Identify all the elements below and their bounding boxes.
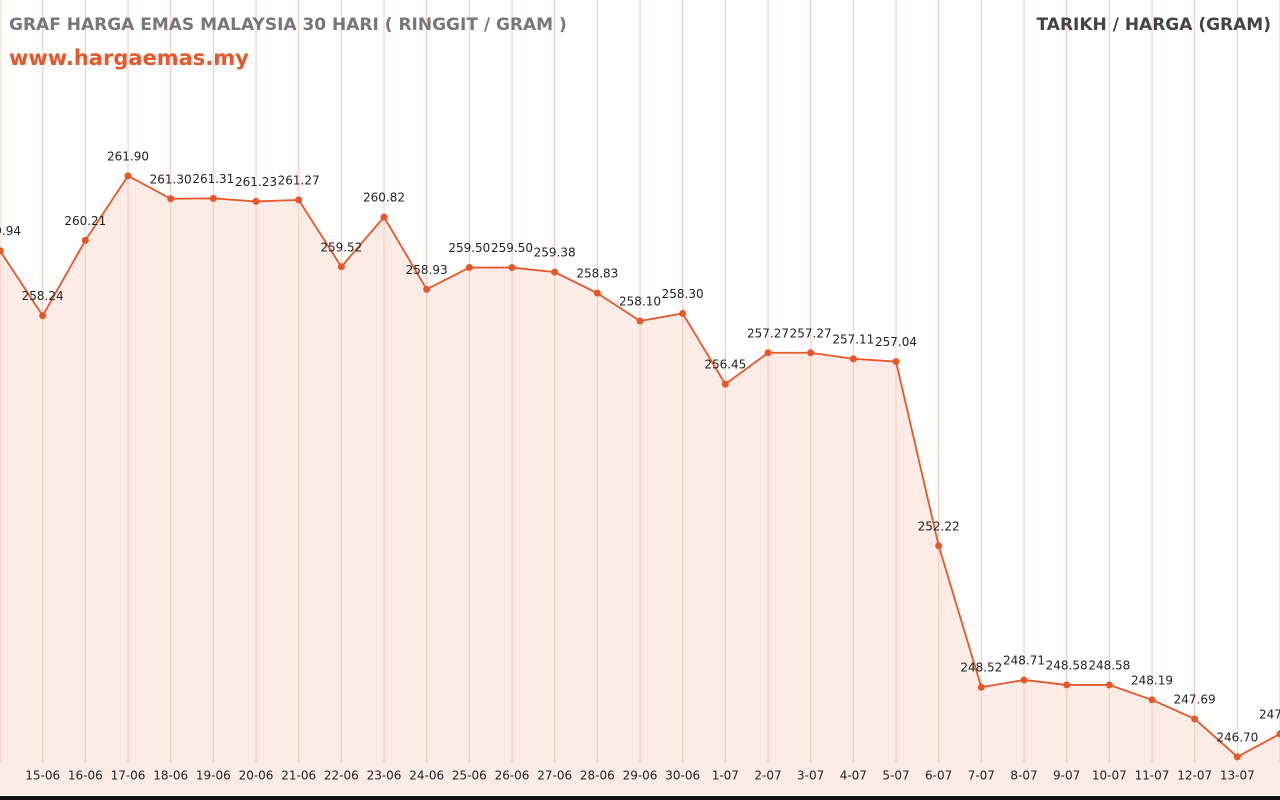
point bbox=[764, 349, 772, 357]
point bbox=[81, 236, 89, 244]
point bbox=[1233, 753, 1241, 761]
point bbox=[935, 542, 943, 550]
x-tick-label: 1-07 bbox=[712, 769, 739, 783]
x-tick-label: 8-07 bbox=[1010, 769, 1037, 783]
value-label: 248.19 bbox=[1131, 673, 1173, 687]
point bbox=[337, 263, 345, 271]
point bbox=[423, 285, 431, 293]
value-label: 248.71 bbox=[1003, 653, 1045, 667]
chart-title: GRAF HARGA EMAS MALAYSIA 30 HARI ( RINGG… bbox=[9, 15, 567, 35]
value-label: 258.24 bbox=[22, 289, 64, 303]
x-tick-label: 18-06 bbox=[153, 769, 188, 783]
point bbox=[1020, 676, 1028, 684]
point bbox=[593, 289, 601, 297]
x-tick-label: 26-06 bbox=[495, 769, 530, 783]
x-tick-label: 15-06 bbox=[25, 769, 60, 783]
value-label: 261.23 bbox=[235, 175, 277, 189]
legend-label: TARIKH / HARGA (GRAM) bbox=[1037, 15, 1271, 35]
point bbox=[1105, 681, 1113, 689]
point bbox=[1148, 696, 1156, 704]
value-label: 259.38 bbox=[534, 246, 576, 260]
x-tick-label: 13-07 bbox=[1220, 769, 1255, 783]
x-tick-label: 28-06 bbox=[580, 769, 615, 783]
x-tick-label: 21-06 bbox=[281, 769, 316, 783]
point bbox=[380, 213, 388, 221]
value-label: 248.52 bbox=[960, 661, 1002, 675]
value-label: 261.31 bbox=[192, 172, 234, 186]
value-label: 257.11 bbox=[832, 332, 874, 346]
value-label: 248.58 bbox=[1088, 658, 1130, 672]
x-tick-label: 23-06 bbox=[367, 769, 402, 783]
value-label: 260.21 bbox=[64, 214, 106, 228]
point bbox=[977, 683, 985, 691]
point bbox=[1191, 715, 1199, 723]
value-label: 258.30 bbox=[662, 287, 704, 301]
point bbox=[679, 309, 687, 317]
point bbox=[636, 317, 644, 325]
point bbox=[849, 355, 857, 363]
value-label: 257.27 bbox=[747, 326, 789, 340]
value-label: 247.30 bbox=[1259, 707, 1280, 721]
point bbox=[295, 196, 303, 204]
x-tick-label: 11-07 bbox=[1135, 769, 1170, 783]
x-tick-label: 2-07 bbox=[754, 769, 781, 783]
value-label: 258.83 bbox=[576, 267, 618, 281]
point bbox=[807, 349, 815, 357]
x-tick-label: 5-07 bbox=[882, 769, 909, 783]
value-label: 246.70 bbox=[1216, 730, 1258, 744]
point bbox=[721, 380, 729, 388]
value-label: 256.45 bbox=[704, 358, 746, 372]
x-tick-label: 9-07 bbox=[1053, 769, 1080, 783]
point bbox=[0, 247, 4, 255]
x-tick-label: 22-06 bbox=[324, 769, 359, 783]
x-tick-label: 29-06 bbox=[623, 769, 658, 783]
marks: 15-06 16-06 17-06 18-06 19-06 20-06 21-06 22-06… bbox=[0, 149, 1280, 783]
value-label: 259.94 bbox=[0, 224, 21, 238]
point bbox=[167, 195, 175, 203]
value-label: 261.27 bbox=[278, 173, 320, 187]
point bbox=[252, 197, 260, 205]
x-tick-label: 12-07 bbox=[1177, 769, 1212, 783]
x-tick-label: 27-06 bbox=[537, 769, 572, 783]
value-label: 259.50 bbox=[491, 241, 533, 255]
point bbox=[124, 172, 132, 180]
value-label: 252.22 bbox=[918, 519, 960, 533]
value-label: 258.10 bbox=[619, 295, 661, 309]
x-tick-label: 7-07 bbox=[968, 769, 995, 783]
x-tick-label: 19-06 bbox=[196, 769, 231, 783]
point bbox=[551, 268, 559, 276]
x-tick-label: 20-06 bbox=[239, 769, 274, 783]
point bbox=[1063, 681, 1071, 689]
point bbox=[465, 264, 473, 272]
value-label: 259.52 bbox=[320, 240, 362, 254]
value-label: 248.58 bbox=[1046, 658, 1088, 672]
point bbox=[39, 312, 47, 320]
x-tick-label: 30-06 bbox=[665, 769, 700, 783]
value-label: 261.30 bbox=[150, 172, 192, 186]
value-label: 257.04 bbox=[875, 335, 917, 349]
point bbox=[508, 264, 516, 272]
point bbox=[1276, 730, 1280, 738]
x-tick-label: 10-07 bbox=[1092, 769, 1127, 783]
point bbox=[209, 194, 217, 202]
value-label: 261.90 bbox=[107, 149, 149, 163]
x-tick-label: 24-06 bbox=[409, 769, 444, 783]
value-label: 247.69 bbox=[1174, 692, 1216, 706]
x-tick-label: 17-06 bbox=[111, 769, 146, 783]
value-label: 258.93 bbox=[406, 263, 448, 277]
value-label: 260.82 bbox=[363, 191, 405, 205]
bottom-edge bbox=[0, 796, 1280, 800]
value-label: 257.27 bbox=[790, 326, 832, 340]
chart-subtitle: www.hargaemas.my bbox=[9, 46, 249, 70]
grid bbox=[0, 0, 1280, 762]
point bbox=[892, 358, 900, 366]
x-tick-label: 3-07 bbox=[797, 769, 824, 783]
x-tick-label: 4-07 bbox=[840, 769, 867, 783]
x-tick-label: 6-07 bbox=[925, 769, 952, 783]
x-tick-label: 16-06 bbox=[68, 769, 103, 783]
value-label: 259.50 bbox=[448, 241, 490, 255]
x-tick-label: 25-06 bbox=[452, 769, 487, 783]
